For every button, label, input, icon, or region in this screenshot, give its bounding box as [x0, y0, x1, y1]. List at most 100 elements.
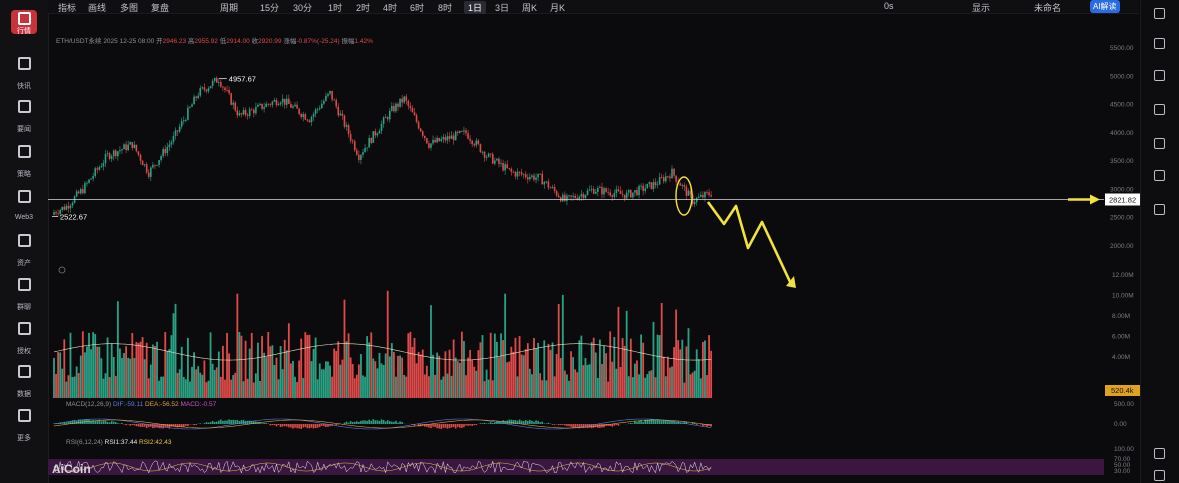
- volume-bar: [53, 357, 55, 398]
- volume-bar: [222, 345, 224, 398]
- macd-bar: [374, 420, 377, 424]
- macd-bar: [211, 420, 214, 424]
- macd-axis-label: 500.00: [1114, 401, 1134, 408]
- interval-9[interactable]: 周K: [522, 3, 538, 13]
- sidebar-item-7[interactable]: 授权: [0, 320, 48, 356]
- candle-body: [292, 106, 294, 108]
- interval-1[interactable]: 30分: [293, 3, 313, 13]
- volume-bar: [582, 365, 585, 398]
- candle-body: [397, 103, 399, 107]
- volume-bar: [271, 345, 274, 398]
- sidebar-item-6[interactable]: 群聊: [0, 276, 48, 312]
- interval-4[interactable]: 4时: [383, 3, 398, 13]
- candle-body: [438, 137, 441, 142]
- macd-bar: [174, 424, 177, 428]
- sidebar-item-3[interactable]: 策略: [0, 143, 48, 179]
- macd-bar: [710, 424, 712, 427]
- sidebar-item-0[interactable]: 行情: [0, 10, 48, 46]
- volume-bar: [302, 378, 305, 398]
- interval-6[interactable]: 8时: [438, 3, 453, 13]
- sidebar-item-2[interactable]: 要闻: [0, 98, 48, 134]
- macd-bar: [207, 422, 210, 424]
- doc-icon[interactable]: [1154, 104, 1165, 115]
- candle-body: [166, 147, 169, 154]
- volume-bar: [166, 351, 169, 398]
- interval-10[interactable]: 月K: [550, 3, 566, 13]
- gamepad-icon[interactable]: [1154, 204, 1165, 215]
- chart-canvas[interactable]: 5500.00 5000.00 4500.00 4000.00 3500.00 3000.…: [48, 14, 1140, 483]
- candle-body: [465, 130, 467, 134]
- macd-bar: [669, 421, 671, 424]
- sidebar-item-5[interactable]: 资产: [0, 232, 48, 268]
- macd-bar: [648, 420, 651, 424]
- sidebar-item-8[interactable]: 数据: [0, 363, 48, 399]
- drawing-menu[interactable]: 画线: [88, 3, 107, 13]
- candle-body: [545, 181, 548, 183]
- candle-body: [516, 171, 519, 177]
- volume-bar: [127, 357, 130, 398]
- macd-bar: [454, 424, 457, 429]
- volume-bar: [267, 331, 270, 398]
- volume-bar: [269, 346, 272, 398]
- candle-body: [131, 142, 134, 148]
- macd-bar: [475, 424, 478, 426]
- candle-body: [335, 100, 338, 107]
- macd-bar: [494, 422, 496, 424]
- trend-icon[interactable]: [1154, 70, 1165, 81]
- sidebar-item-1[interactable]: 快讯: [0, 55, 48, 91]
- display-settings[interactable]: 显示: [972, 3, 991, 13]
- panel-icon[interactable]: [1154, 8, 1165, 19]
- volume-settings-icon[interactable]: [58, 266, 66, 274]
- volume-bar: [209, 332, 212, 398]
- interval-5[interactable]: 6时: [410, 3, 425, 13]
- sidebar-item-9[interactable]: 更多: [0, 407, 48, 443]
- symbol-name[interactable]: ETH/USDT永续: [56, 38, 102, 45]
- macd-bar: [481, 423, 484, 424]
- macd-bar: [557, 424, 560, 426]
- sidebar-item-4[interactable]: Web3: [0, 188, 48, 224]
- macd-bar: [539, 422, 541, 424]
- interval-2[interactable]: 1时: [328, 3, 343, 13]
- indicators-menu[interactable]: 指标: [58, 3, 77, 13]
- rsi-legend: RSI(6,12,24) RSI1:37.44 RSI2:42.43: [66, 439, 172, 446]
- period-menu[interactable]: 周期: [220, 3, 239, 13]
- interval-0[interactable]: 15分: [260, 3, 280, 13]
- macd-bar: [683, 421, 686, 424]
- wallet-icon[interactable]: [1154, 170, 1165, 181]
- candle-body: [615, 189, 618, 194]
- replay-menu[interactable]: 复盘: [151, 3, 170, 13]
- volume-bar: [526, 343, 529, 398]
- candle-body: [646, 183, 649, 189]
- macd-bar: [166, 424, 169, 428]
- alarm-icon[interactable]: [1154, 138, 1165, 149]
- high-value: 2955.92: [194, 38, 218, 45]
- volume-bar: [508, 361, 511, 398]
- close-value: 2920.99: [258, 38, 282, 45]
- interval-3[interactable]: 2时: [356, 3, 371, 13]
- interval-8[interactable]: 3日: [495, 3, 510, 13]
- macd-label[interactable]: MACD(12,26,9): [66, 401, 112, 408]
- volume-bar: [520, 354, 523, 398]
- macd-bar: [110, 421, 113, 424]
- right-tool-column: [1140, 0, 1179, 483]
- macd-bar: [520, 420, 523, 424]
- volume-axis-label: 4.00M: [1112, 354, 1130, 361]
- candle-body: [119, 150, 121, 152]
- book-icon[interactable]: [1154, 470, 1165, 481]
- macd-bar: [345, 421, 348, 424]
- multi-chart-menu[interactable]: 多图: [120, 3, 139, 13]
- macd-bar: [456, 424, 459, 427]
- rsi-label[interactable]: RSI(6,12,24): [66, 439, 103, 446]
- volume-bar: [351, 364, 354, 398]
- candle-body: [61, 206, 64, 211]
- layout-name[interactable]: 未命名: [1034, 3, 1062, 13]
- bookmark-icon[interactable]: [1154, 38, 1165, 49]
- settings-icon[interactable]: [1154, 448, 1165, 459]
- volume-bar: [79, 355, 82, 398]
- macd-bar: [232, 419, 235, 424]
- macd-bar: [636, 421, 638, 424]
- volume-bar: [176, 372, 179, 398]
- ai-analysis-button[interactable]: AI解读: [1090, 0, 1120, 13]
- interval-7[interactable]: 1日: [464, 1, 487, 14]
- candle-body: [421, 131, 424, 136]
